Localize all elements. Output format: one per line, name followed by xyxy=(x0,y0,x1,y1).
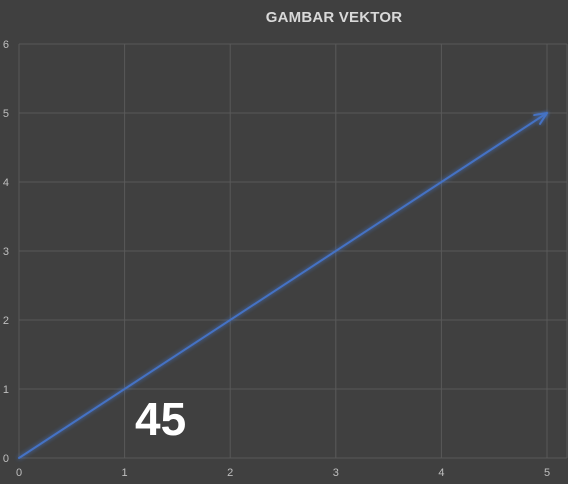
y-tick-label: 3 xyxy=(3,246,9,258)
vector-line xyxy=(18,112,548,459)
y-tick-label: 6 xyxy=(3,39,9,51)
x-tick-label: 2 xyxy=(227,467,233,479)
chart-title: GAMBAR VEKTOR xyxy=(265,9,403,26)
y-tick-label: 4 xyxy=(3,177,9,189)
x-tick-label: 1 xyxy=(122,467,128,479)
vector-arrowhead xyxy=(533,112,548,125)
y-tick-label: 2 xyxy=(3,315,9,327)
y-tick-label: 0 xyxy=(3,453,9,465)
y-tick-label: 1 xyxy=(3,384,9,396)
x-tick-label: 0 xyxy=(16,467,22,479)
x-tick-label: 5 xyxy=(544,467,550,479)
annotation-angle: 45 xyxy=(135,393,187,445)
grid xyxy=(18,43,568,459)
x-tick-label: 3 xyxy=(333,467,339,479)
x-tick-label: 4 xyxy=(438,467,444,479)
series xyxy=(18,112,548,459)
y-tick-label: 5 xyxy=(3,108,9,120)
